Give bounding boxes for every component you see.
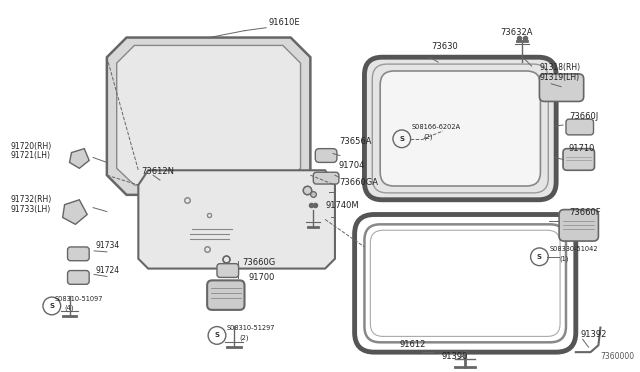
Polygon shape: [107, 38, 310, 195]
Text: 91392: 91392: [580, 330, 607, 339]
FancyBboxPatch shape: [217, 264, 239, 278]
Text: S: S: [537, 254, 542, 260]
Text: 73660J: 73660J: [569, 112, 598, 121]
Text: 73612N: 73612N: [141, 167, 174, 176]
Text: 73632A: 73632A: [500, 28, 532, 36]
FancyBboxPatch shape: [207, 280, 244, 310]
Text: 91724: 91724: [95, 266, 119, 275]
FancyBboxPatch shape: [559, 209, 598, 241]
Polygon shape: [63, 200, 87, 224]
Text: S: S: [49, 303, 54, 309]
Text: (2): (2): [424, 134, 433, 140]
Text: S08166-6202A: S08166-6202A: [412, 124, 461, 130]
FancyBboxPatch shape: [68, 247, 89, 261]
FancyBboxPatch shape: [563, 149, 595, 170]
Text: 91700: 91700: [248, 273, 275, 282]
FancyBboxPatch shape: [380, 71, 540, 186]
Text: 73656A: 73656A: [339, 137, 371, 146]
Text: 91710: 91710: [569, 144, 595, 153]
Text: S: S: [399, 136, 404, 142]
Text: 91318(RH): 91318(RH): [540, 63, 580, 72]
FancyBboxPatch shape: [540, 74, 584, 102]
Text: 91704: 91704: [339, 161, 365, 170]
FancyBboxPatch shape: [314, 172, 339, 184]
Text: S08310-51297: S08310-51297: [227, 324, 275, 331]
Text: 73660F: 73660F: [569, 208, 600, 217]
Text: 91734: 91734: [95, 241, 119, 250]
Text: 91390: 91390: [441, 352, 467, 361]
Text: (1): (1): [559, 256, 568, 262]
Text: 91732(RH): 91732(RH): [10, 195, 52, 204]
Text: 91720(RH): 91720(RH): [10, 142, 52, 151]
Polygon shape: [138, 170, 335, 269]
FancyBboxPatch shape: [316, 149, 337, 163]
Text: (2): (2): [239, 334, 249, 341]
Text: 91740M: 91740M: [325, 201, 359, 210]
Polygon shape: [116, 45, 301, 185]
FancyBboxPatch shape: [566, 119, 593, 135]
Text: 91721(LH): 91721(LH): [10, 151, 51, 160]
Text: S08330-51042: S08330-51042: [549, 246, 598, 252]
Text: 91612: 91612: [400, 340, 426, 349]
Text: 73630: 73630: [431, 42, 458, 51]
Text: (4): (4): [65, 305, 74, 311]
Text: 73660GA: 73660GA: [339, 178, 378, 187]
Text: 91319(LH): 91319(LH): [540, 73, 580, 82]
Text: S08310-51097: S08310-51097: [55, 296, 103, 302]
Polygon shape: [70, 149, 89, 168]
Text: S: S: [214, 333, 220, 339]
Text: 7360000: 7360000: [600, 352, 634, 361]
Text: 73660G: 73660G: [243, 258, 276, 267]
FancyBboxPatch shape: [68, 270, 89, 284]
Text: 91610E: 91610E: [268, 18, 300, 27]
FancyBboxPatch shape: [364, 57, 556, 200]
Text: 91733(LH): 91733(LH): [10, 205, 51, 214]
